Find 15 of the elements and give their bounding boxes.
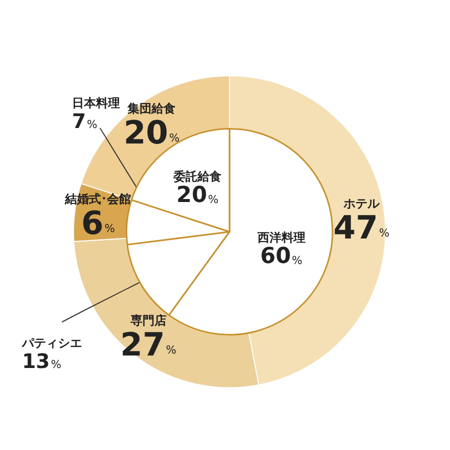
slice-label: 集団給食 <box>126 102 176 116</box>
data-label: 20% <box>124 114 180 152</box>
data-label: 27% <box>120 325 176 364</box>
data-label: 7% <box>72 109 98 133</box>
slice-label: 西洋料理 <box>256 230 306 245</box>
slice-label: 委託給食 <box>172 170 222 184</box>
slice-label: 日本料理 <box>72 96 120 110</box>
data-label: 20% <box>176 183 218 208</box>
data-label: 13% <box>22 349 62 373</box>
data-label: 47% <box>333 208 390 246</box>
data-label: 60% <box>260 244 302 270</box>
data-label: 6% <box>81 204 115 242</box>
slice-label: ホテル <box>342 196 380 210</box>
slice-label: パティシエ <box>21 336 82 350</box>
slice-label: 専門店 <box>129 313 166 328</box>
